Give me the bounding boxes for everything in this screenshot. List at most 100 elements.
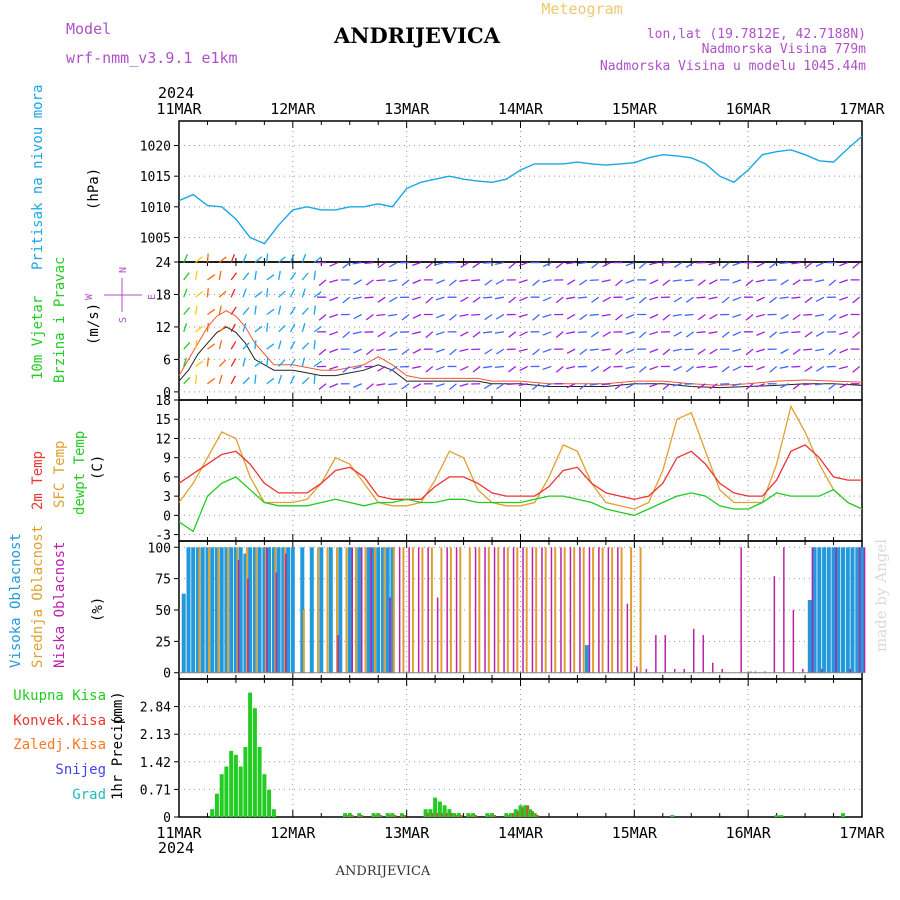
mid-cloud-bar <box>421 547 424 673</box>
wind-barb <box>206 357 210 367</box>
ytick-label-pressure: 1010 <box>140 201 171 216</box>
wind-barb <box>412 296 422 301</box>
legend-frozen-precip: Zaledj.Kisa <box>13 737 106 753</box>
wind-barb <box>207 377 216 385</box>
conv-precip-bar <box>445 813 449 817</box>
wind-barb <box>329 296 339 302</box>
total-precip-bar <box>233 754 238 817</box>
wind-barb <box>542 313 552 318</box>
wind-barb <box>518 261 528 267</box>
wind-barb <box>266 322 269 332</box>
wind-barb <box>401 279 410 287</box>
high-cloud-bar <box>224 547 229 673</box>
wind-barb <box>313 291 322 298</box>
low-cloud-bar <box>683 669 685 673</box>
low-cloud-bar <box>474 547 477 673</box>
wind-barb <box>377 331 386 338</box>
wind-barb <box>555 296 564 304</box>
wind-barb <box>815 331 825 337</box>
wind-barb <box>364 296 374 299</box>
wind-barb <box>313 325 322 333</box>
low-cloud-axis-title: Niska Oblacnost <box>52 542 68 668</box>
wind-barb <box>266 253 269 263</box>
wind-barb <box>709 383 718 390</box>
wind-barb <box>352 261 362 265</box>
total-precip-bar <box>248 692 253 817</box>
mid-cloud-bar <box>226 547 229 673</box>
wind-barb <box>460 296 469 303</box>
wind-barb <box>425 296 434 304</box>
wind-barb <box>425 365 434 373</box>
low-cloud-bar <box>436 597 439 673</box>
wind-barb <box>254 270 257 280</box>
total-precip-bar <box>513 809 518 817</box>
wind-barb <box>709 348 718 355</box>
wind-barb <box>518 348 528 352</box>
wind-barb <box>625 261 635 267</box>
wind-barb <box>266 357 269 367</box>
wind-barb <box>508 262 517 269</box>
wind-barb <box>388 348 398 351</box>
wind-barb <box>301 272 309 281</box>
wind-barb <box>494 331 504 334</box>
wind-axis-title: 10m Vjetar <box>30 296 46 380</box>
mid-cloud-bar <box>468 547 471 673</box>
high-cloud-bar <box>836 547 841 673</box>
wind-barb <box>411 331 422 335</box>
conv-precip-bar <box>450 813 454 817</box>
low-cloud-bar <box>361 547 363 673</box>
low-cloud-bar <box>821 669 823 673</box>
wind-barb <box>838 365 848 370</box>
wind-barb <box>649 348 659 354</box>
wind-barb <box>242 323 247 333</box>
mid-cloud-bar <box>573 547 576 673</box>
low-cloud-bar <box>773 576 776 673</box>
wind-barb <box>400 365 410 368</box>
wind-barb <box>792 383 801 390</box>
wind-barb <box>625 348 635 354</box>
conv-precip-bar <box>474 815 478 817</box>
wind-barb <box>449 313 457 321</box>
wind-barb <box>555 262 564 269</box>
wind-barb <box>278 325 286 333</box>
wind-barb <box>649 313 659 319</box>
wind-barb <box>732 383 742 387</box>
high-cloud-bar <box>850 547 855 673</box>
wind-barb <box>566 365 576 370</box>
wind-barb <box>301 377 310 385</box>
high-cloud-bar <box>860 547 864 673</box>
low-cloud-bar <box>702 635 704 673</box>
model-altitude-label: Nadmorska Visina u modelu 1045.44m <box>600 59 866 74</box>
wind-barb <box>815 296 825 302</box>
total-precip-bar <box>433 797 438 817</box>
wind-barb <box>745 313 754 321</box>
xtick-label-top: 11MAR <box>156 100 202 118</box>
wind-barb <box>792 313 801 321</box>
ytick-label-cloud: 0 <box>163 667 171 682</box>
conv-precip-bar <box>493 815 496 817</box>
wind-barb <box>792 279 801 286</box>
wind-barb <box>218 325 227 333</box>
wind-barb <box>230 288 236 298</box>
wind-barb <box>839 331 848 336</box>
wind-barb <box>436 313 445 319</box>
wind-barb <box>301 307 309 315</box>
low-cloud-bar <box>863 547 866 673</box>
total-precip-bar <box>214 793 219 817</box>
high-cloud-bar <box>855 547 860 673</box>
wind-barb <box>242 342 250 350</box>
wind-barb <box>254 374 257 384</box>
wind-barb <box>329 313 339 319</box>
wind-barb <box>195 325 204 333</box>
wind-barb <box>218 290 227 298</box>
wind-barb <box>673 331 683 337</box>
ytick-label-temperature: 9 <box>163 452 171 467</box>
wind-barb <box>472 365 481 373</box>
wind-barb <box>673 296 683 303</box>
mid-cloud-bar <box>506 547 509 673</box>
wind-barb <box>542 279 552 283</box>
wind-barb <box>508 365 517 373</box>
wind-barb <box>183 307 190 315</box>
wind-barb <box>289 272 297 281</box>
xtick-label-bottom: 14MAR <box>498 824 544 842</box>
